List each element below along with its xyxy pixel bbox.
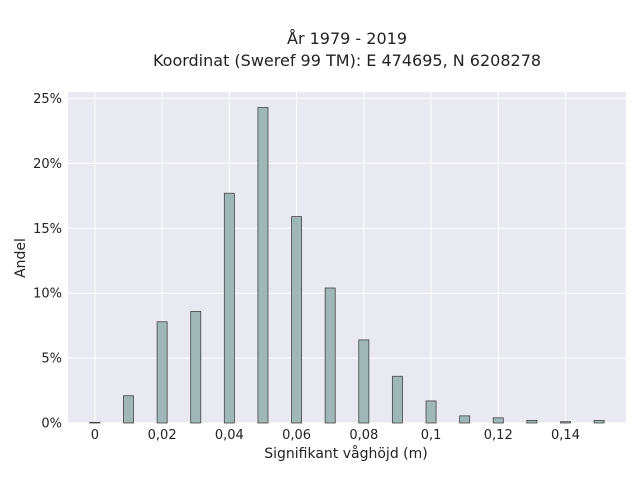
- histogram-bar: [526, 420, 538, 424]
- histogram-bar: [593, 420, 605, 424]
- chart-subtitle: Koordinat (Sweref 99 TM): E 474695, N 62…: [152, 51, 542, 70]
- chart-title: År 1979 - 2019: [287, 29, 407, 48]
- histogram-bar: [156, 321, 168, 424]
- y-axis-label: Andel: [13, 238, 29, 278]
- chart-title-block: År 1979 - 2019 Koordinat (Sweref 99 TM):…: [0, 28, 640, 72]
- x-tick-label: 0,1: [421, 428, 442, 443]
- y-tick-label: 5%: [41, 352, 62, 367]
- x-tick-label: 0,02: [148, 428, 177, 443]
- histogram-bar: [358, 339, 370, 424]
- bars: [89, 107, 605, 424]
- histogram-bar: [123, 395, 134, 424]
- x-tick-label: 0,04: [215, 428, 244, 443]
- x-axis-ticks: 0 0,02 0,04 0,06 0,08 0,1 0,12 0,14: [91, 428, 580, 443]
- x-tick-label: 0,08: [349, 428, 378, 443]
- histogram-bar: [391, 375, 403, 424]
- y-tick-label: 20%: [33, 157, 62, 172]
- x-tick-label: 0,14: [551, 428, 580, 443]
- y-tick-label: 15%: [33, 222, 62, 237]
- histogram-bar: [492, 417, 504, 424]
- y-tick-label: 25%: [33, 92, 62, 107]
- histogram-bar: [291, 216, 303, 424]
- plot-area: [68, 92, 626, 423]
- histogram-bar: [257, 107, 269, 424]
- x-axis-label: Signifikant våghöjd (m): [264, 446, 428, 462]
- histogram-bar: [425, 400, 437, 424]
- y-tick-label: 0%: [41, 417, 62, 432]
- x-tick-label: 0,12: [484, 428, 513, 443]
- y-tick-label: 10%: [33, 287, 62, 302]
- y-axis-ticks: 0% 5% 10% 15% 20% 25%: [33, 92, 62, 432]
- histogram-bar: [560, 421, 571, 424]
- histogram-bar: [324, 287, 336, 424]
- histogram-bar: [89, 421, 101, 424]
- histogram-bar: [190, 310, 202, 424]
- histogram-bar: [223, 192, 235, 424]
- x-tick-label: 0: [91, 428, 99, 443]
- histogram-bar: [459, 415, 471, 424]
- x-tick-label: 0,06: [282, 428, 311, 443]
